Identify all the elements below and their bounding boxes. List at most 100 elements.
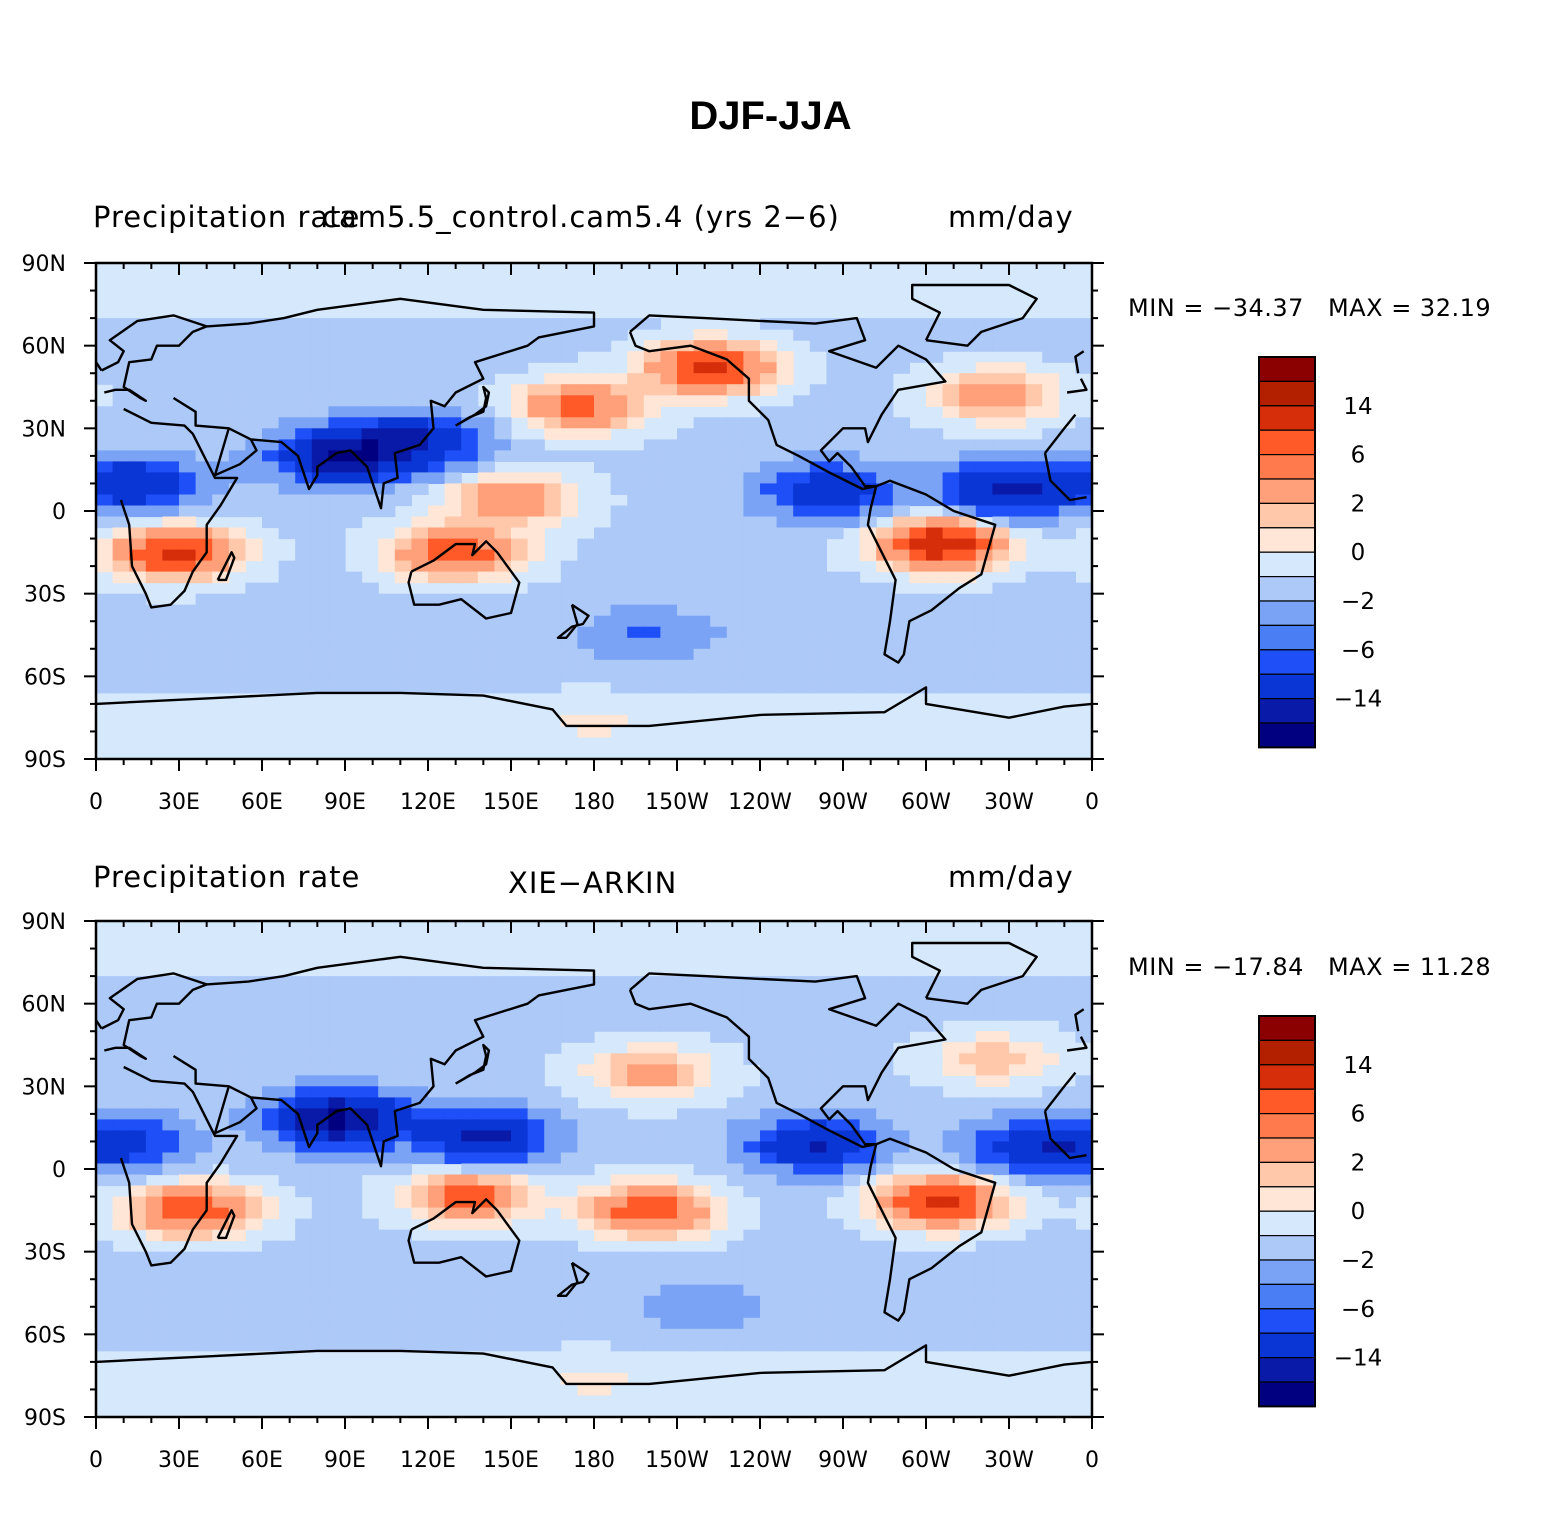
heatmap-cell <box>129 1031 147 1043</box>
heatmap-cell <box>594 395 612 407</box>
heatmap-cell <box>710 1251 728 1264</box>
heatmap-cell <box>295 395 313 407</box>
heatmap-cell <box>477 593 495 606</box>
heatmap-cell <box>345 1042 363 1054</box>
heatmap-cell <box>1025 406 1043 418</box>
heatmap-cell <box>610 395 628 407</box>
heatmap-cell <box>594 1064 612 1076</box>
heatmap-cell <box>726 439 744 451</box>
heatmap-cell <box>859 395 877 407</box>
heatmap-cell <box>710 681 728 694</box>
heatmap-cell <box>195 593 213 606</box>
heatmap-cell <box>843 1339 861 1352</box>
heatmap-cell <box>494 681 512 694</box>
heatmap-cell <box>361 1251 379 1264</box>
heatmap-cell <box>992 1130 1010 1142</box>
heatmap-cell <box>311 1152 329 1165</box>
heatmap-cell <box>311 527 329 540</box>
colorbar-label: 2 <box>1351 1150 1366 1176</box>
heatmap-cell <box>726 998 744 1010</box>
heatmap-cell <box>693 1152 711 1165</box>
heatmap-cell <box>145 395 163 407</box>
heatmap-cell <box>262 1130 280 1142</box>
heatmap-cell <box>1009 1306 1027 1319</box>
heatmap-cell <box>1009 1317 1027 1330</box>
heatmap-cell <box>129 1064 147 1076</box>
heatmap-cell <box>643 362 661 374</box>
heatmap-cell <box>909 1108 927 1120</box>
heatmap-cell <box>560 494 578 507</box>
heatmap-cell <box>245 494 263 507</box>
heatmap-cell <box>876 1130 894 1142</box>
heatmap-cell <box>975 637 993 650</box>
heatmap-cell <box>693 1328 711 1341</box>
heatmap-cell <box>1075 987 1093 999</box>
heatmap-cell <box>378 1086 396 1098</box>
heatmap-cell <box>677 1207 695 1220</box>
heatmap-cell <box>677 582 695 595</box>
heatmap-cell <box>926 538 944 551</box>
heatmap-cell <box>262 1097 280 1109</box>
heatmap-cell <box>228 648 246 661</box>
heatmap-cell <box>295 626 313 639</box>
heatmap-cell <box>345 1339 363 1352</box>
heatmap-cell <box>992 340 1010 352</box>
heatmap-cell <box>1058 1174 1076 1187</box>
heatmap-cell <box>1058 1251 1076 1264</box>
heatmap-cell <box>643 1020 661 1032</box>
heatmap-cell <box>444 681 462 694</box>
heatmap-cell <box>428 1020 446 1032</box>
heatmap-cell <box>162 1031 180 1043</box>
heatmap-cell <box>278 1262 296 1275</box>
heatmap-cell <box>809 1262 827 1275</box>
heatmap-cell <box>245 659 263 672</box>
heatmap-cell <box>461 483 479 495</box>
heatmap-cell <box>162 1097 180 1109</box>
heatmap-cell <box>793 681 811 694</box>
colorbar-box <box>1258 1356 1316 1383</box>
heatmap-cell <box>594 1372 612 1385</box>
heatmap-cell <box>262 1196 280 1209</box>
coastline-europe <box>100 972 208 1061</box>
heatmap-cell <box>278 615 296 628</box>
heatmap-cell <box>959 439 977 451</box>
heatmap-cell <box>112 461 130 473</box>
heatmap-cell <box>112 1328 130 1341</box>
heatmap-cell <box>577 648 595 661</box>
heatmap-cell <box>643 1075 661 1087</box>
heatmap-cell <box>909 329 927 341</box>
heatmap-cell <box>162 395 180 407</box>
heatmap-cell <box>826 461 844 473</box>
heatmap-cell <box>96 428 114 440</box>
heatmap-cell <box>710 494 728 507</box>
heatmap-cell <box>278 1273 296 1286</box>
heatmap-cell <box>527 659 545 672</box>
heatmap-cell <box>112 417 130 429</box>
heatmap-cell <box>428 560 446 573</box>
heatmap-cell <box>461 637 479 650</box>
heatmap-cell <box>112 1317 130 1330</box>
heatmap-cell <box>461 351 479 363</box>
heatmap-cell <box>145 1042 163 1054</box>
heatmap-cell <box>992 362 1010 374</box>
heatmap-cell <box>809 494 827 507</box>
heatmap-cell <box>262 670 280 683</box>
coastline-antarctica <box>95 686 1093 728</box>
heatmap-cell <box>826 472 844 484</box>
heatmap-cell <box>959 615 977 628</box>
heatmap-cell <box>212 1251 230 1264</box>
heatmap-cell <box>378 1119 396 1131</box>
heatmap-cell <box>394 483 412 495</box>
heatmap-cell <box>145 670 163 683</box>
heatmap-cell <box>1042 1317 1060 1330</box>
heatmap-cell <box>477 406 495 418</box>
heatmap-cell <box>278 659 296 672</box>
heatmap-cell <box>428 1130 446 1142</box>
heatmap-cell <box>212 1064 230 1076</box>
heatmap-cell <box>660 1086 678 1098</box>
heatmap-cell <box>245 1207 263 1220</box>
heatmap-cell <box>610 1141 628 1153</box>
heatmap-cell <box>876 362 894 374</box>
heatmap-cell <box>743 626 761 639</box>
heatmap-cell <box>677 373 695 385</box>
